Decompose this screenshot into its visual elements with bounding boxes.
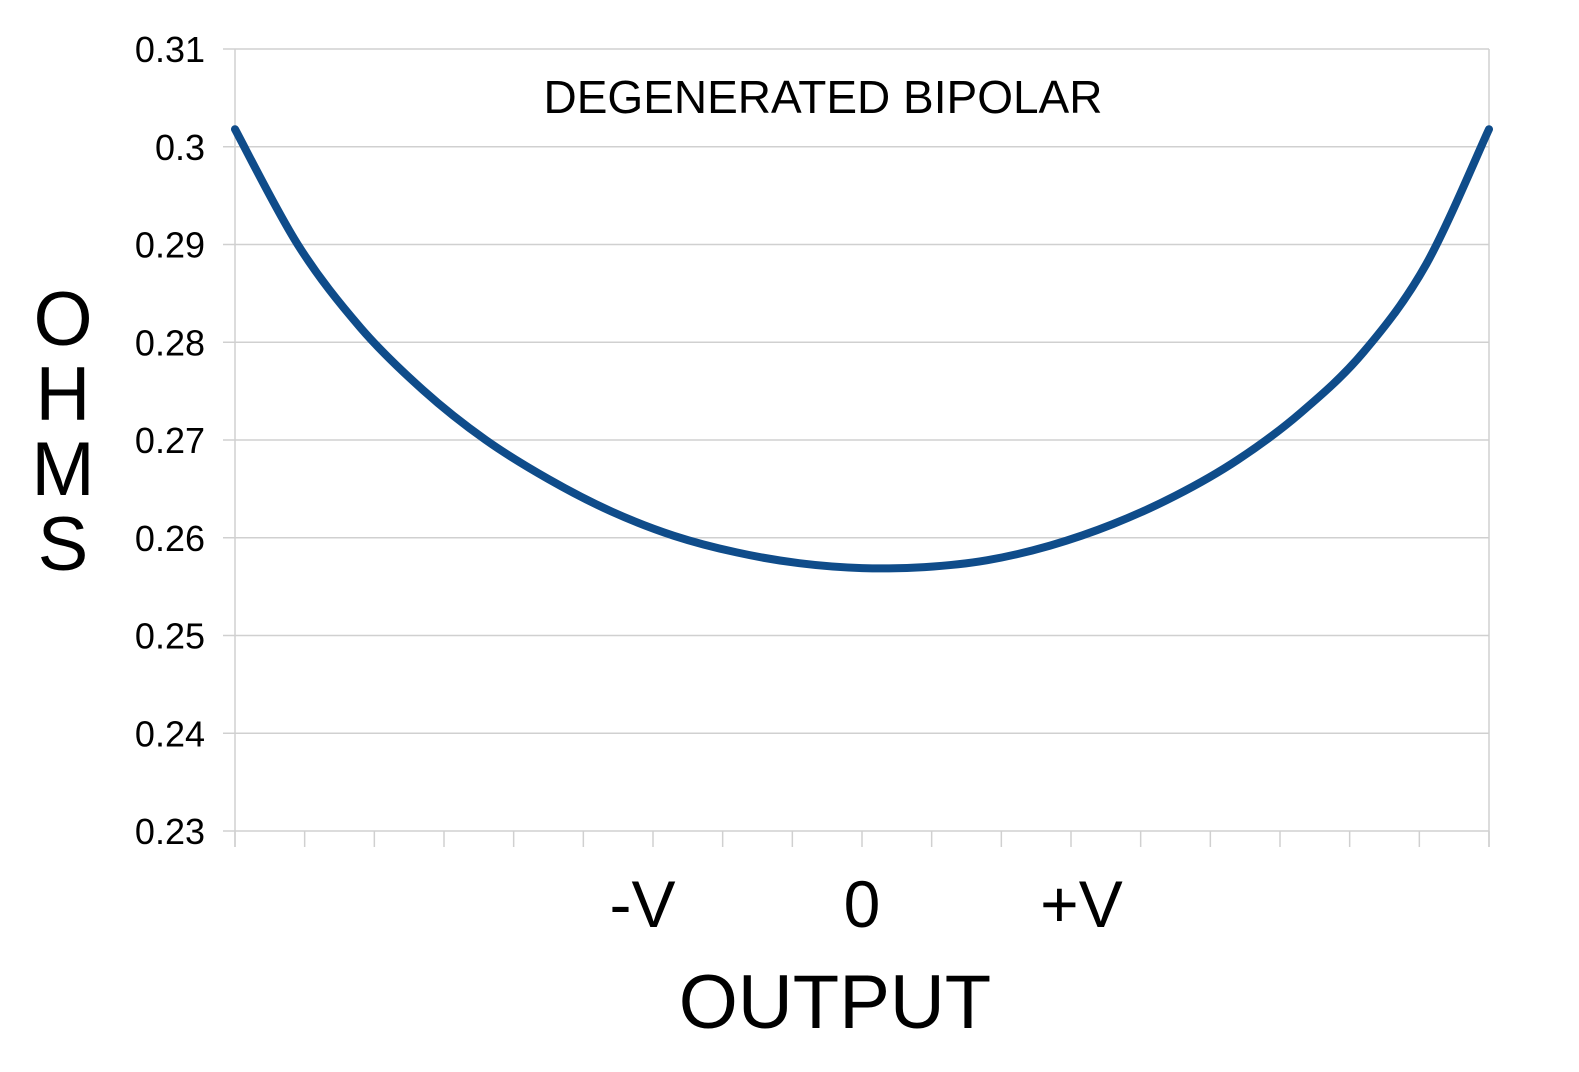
x-tick-label: +V bbox=[1040, 867, 1123, 941]
chart-title: DEGENERATED BIPOLAR bbox=[544, 71, 1103, 123]
x-tick-label: 0 bbox=[844, 867, 881, 941]
y-tick-label: 0.29 bbox=[135, 225, 205, 266]
y-tick-label: 0.23 bbox=[135, 811, 205, 852]
y-tick-label: 0.27 bbox=[135, 420, 205, 461]
grid-lines bbox=[223, 48, 1489, 832]
x-tick-label: -V bbox=[610, 867, 676, 941]
y-tick-label: 0.24 bbox=[135, 713, 205, 754]
series-line bbox=[231, 125, 1493, 573]
y-tick-label: 0.26 bbox=[135, 518, 205, 559]
series bbox=[231, 125, 1493, 573]
x-axis-title: OUTPUT bbox=[679, 960, 991, 1045]
axes bbox=[234, 49, 1490, 847]
y-tick-labels: 0.31 0.3 0.29 0.28 0.27 0.26 0.25 0.24 0.23 bbox=[135, 29, 205, 852]
y-tick-label: 0.3 bbox=[155, 127, 205, 168]
y-tick-label: 0.25 bbox=[135, 616, 205, 657]
x-tick-labels: -V 0 +V bbox=[610, 867, 1123, 941]
y-tick-label: 0.28 bbox=[135, 322, 205, 363]
y-tick-label: 0.31 bbox=[135, 29, 205, 70]
